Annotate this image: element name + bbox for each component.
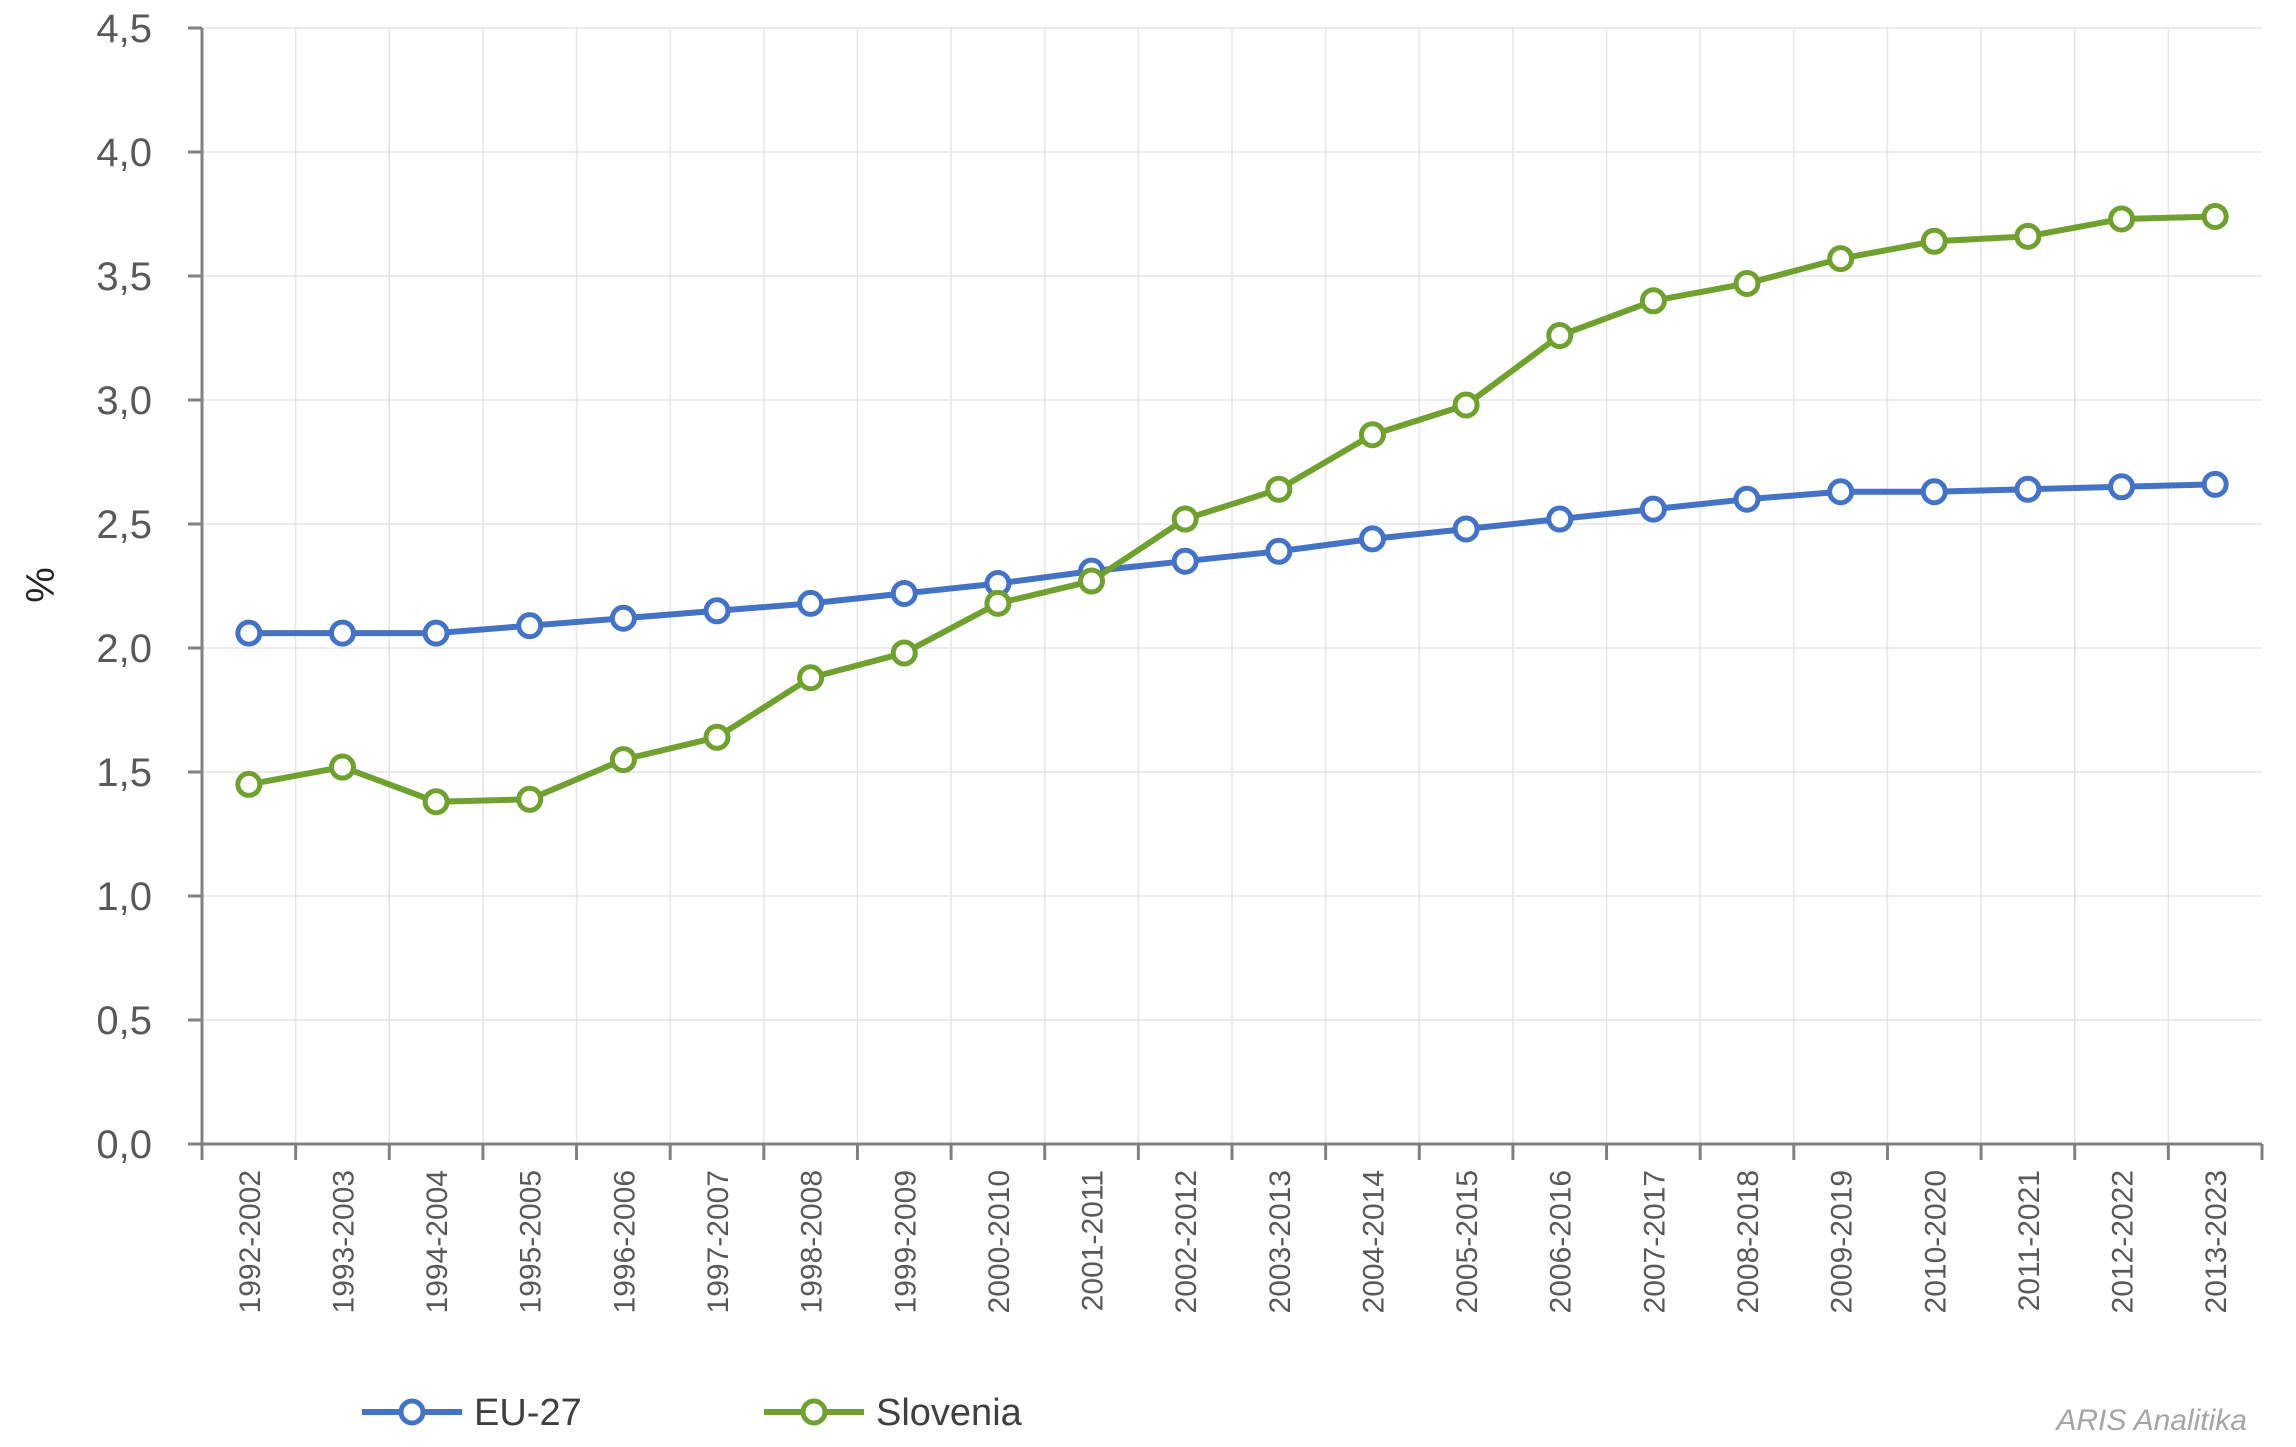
axis-layer: 0,0 0,5 1,0 1,5 2,0 2,5 3,0 3,5 4,0 4,5 1992-2002 1… [96, 7, 2264, 1313]
data-point [1827, 245, 1855, 273]
data-point [1358, 421, 1386, 449]
x-tick-label: 2001-2011 [1077, 1170, 1110, 1311]
x-tick-label: 2010-2020 [1919, 1170, 1952, 1313]
grid-layer [202, 27, 2262, 1144]
data-point [235, 770, 263, 798]
y-tick-label: 1,5 [96, 751, 152, 795]
y-tick-label: 3,5 [96, 255, 152, 299]
series-line-eu-27 [245, 481, 2219, 637]
data-point [1546, 505, 1574, 533]
x-tick-label: 2003-2013 [1264, 1170, 1297, 1313]
x-tick-label: 2002-2012 [1170, 1170, 1203, 1313]
data-point [422, 788, 450, 816]
x-tick-label: 2012-2022 [2107, 1170, 2140, 1313]
data-point [1452, 391, 1480, 419]
x-tick-label: 1996-2006 [608, 1170, 641, 1313]
y-tick-label: 3,0 [96, 379, 152, 423]
data-point [2014, 222, 2042, 250]
x-tick-label: 1997-2007 [702, 1170, 735, 1313]
y-tick-label: 0,5 [96, 999, 152, 1043]
data-point [2201, 202, 2229, 230]
data-point [1733, 269, 1761, 297]
data-point [1171, 547, 1199, 575]
data-point [1639, 495, 1667, 523]
data-point [890, 639, 918, 667]
x-tick-label: 2009-2019 [1826, 1170, 1859, 1313]
y-tick-label: 2,0 [96, 627, 152, 671]
data-point [1265, 475, 1293, 503]
x-tick-label: 2013-2023 [2200, 1170, 2233, 1313]
legend-label: EU-27 [474, 1392, 582, 1434]
x-tick-label: 1992-2002 [234, 1170, 267, 1313]
data-point [516, 785, 544, 813]
data-point [2201, 470, 2229, 498]
data-point [328, 753, 356, 781]
data-point [1827, 478, 1855, 506]
data-point [1078, 567, 1106, 595]
x-tick-label: 1998-2008 [796, 1170, 829, 1313]
x-tick-label: 1995-2005 [515, 1170, 548, 1313]
series-line-slovenia [245, 213, 2219, 805]
legend-marker [398, 1398, 426, 1426]
data-point [609, 746, 637, 774]
data-point [1733, 485, 1761, 513]
x-tick-label: 2004-2014 [1357, 1170, 1390, 1313]
legend-item: Slovenia [764, 1392, 1023, 1434]
x-tick-label: 2006-2016 [1545, 1170, 1578, 1313]
data-point [1920, 478, 1948, 506]
series-layer [235, 202, 2229, 816]
legend-marker [800, 1398, 828, 1426]
data-point [1265, 537, 1293, 565]
x-tick-label: 2000-2010 [983, 1170, 1016, 1313]
y-tick-label: 0,0 [96, 1123, 152, 1167]
data-point [890, 579, 918, 607]
data-point [2108, 473, 2136, 501]
x-tick-label: 2008-2018 [1732, 1170, 1765, 1313]
y-tick-label: 1,0 [96, 875, 152, 919]
data-point [1171, 505, 1199, 533]
x-tick-label: 2007-2017 [1638, 1170, 1671, 1313]
data-point [2108, 205, 2136, 233]
data-point [1639, 287, 1667, 315]
data-point [797, 589, 825, 617]
legend-item: EU-27 [362, 1392, 582, 1434]
y-tick-label: 2,5 [96, 503, 152, 547]
data-point [984, 589, 1012, 617]
data-point [328, 619, 356, 647]
data-point [703, 597, 731, 625]
data-point [1920, 227, 1948, 255]
x-tick-label: 1993-2003 [327, 1170, 360, 1313]
data-point [516, 612, 544, 640]
data-point [2014, 475, 2042, 503]
y-tick-label: 4,5 [96, 7, 152, 51]
data-point [235, 619, 263, 647]
data-point [1546, 322, 1574, 350]
data-point [1452, 515, 1480, 543]
source-credit: ARIS Analitika [2054, 1404, 2247, 1437]
x-tick-label: 2005-2015 [1451, 1170, 1484, 1313]
data-point [797, 664, 825, 692]
data-point [609, 604, 637, 632]
x-tick-label: 1994-2004 [421, 1170, 454, 1313]
x-tick-label: 1999-2009 [889, 1170, 922, 1313]
legend: EU-27 Slovenia [362, 1392, 1023, 1434]
legend-label: Slovenia [876, 1392, 1023, 1434]
data-point [1358, 525, 1386, 553]
x-tick-label: 2011-2021 [2013, 1170, 2046, 1311]
y-axis-label: % [19, 567, 63, 603]
data-point [703, 723, 731, 751]
y-tick-label: 4,0 [96, 131, 152, 175]
data-point [422, 619, 450, 647]
